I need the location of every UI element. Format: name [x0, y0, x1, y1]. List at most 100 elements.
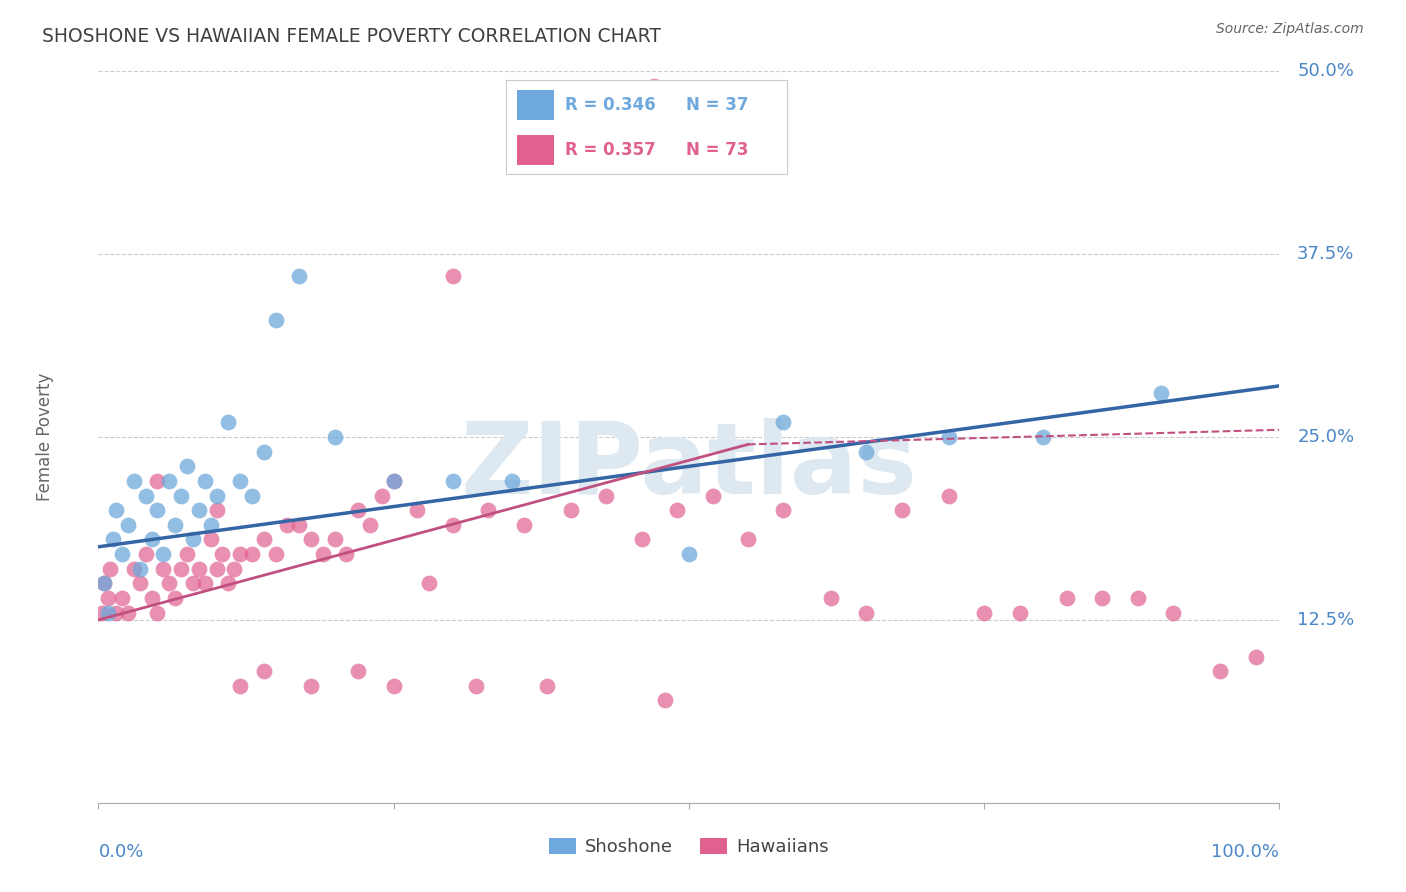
FancyBboxPatch shape — [517, 135, 554, 164]
Point — [299, 533, 322, 547]
Point — [205, 489, 228, 503]
Point — [288, 517, 311, 532]
Point — [630, 533, 652, 547]
Point — [91, 606, 114, 620]
Text: Female Poverty: Female Poverty — [37, 373, 55, 501]
Text: N = 37: N = 37 — [686, 95, 748, 113]
Point — [146, 503, 169, 517]
Point — [217, 576, 239, 591]
Point — [240, 547, 263, 561]
Legend: Shoshone, Hawaiians: Shoshone, Hawaiians — [541, 830, 837, 863]
Point — [938, 430, 960, 444]
Point — [157, 576, 180, 591]
Point — [536, 679, 558, 693]
Text: SHOSHONE VS HAWAIIAN FEMALE POVERTY CORRELATION CHART: SHOSHONE VS HAWAIIAN FEMALE POVERTY CORR… — [42, 27, 661, 45]
Point — [666, 503, 689, 517]
Text: R = 0.357: R = 0.357 — [565, 141, 657, 159]
Point — [512, 517, 534, 532]
Point — [418, 576, 440, 591]
Point — [560, 503, 582, 517]
Point — [737, 533, 759, 547]
Point — [253, 444, 276, 458]
Point — [211, 547, 233, 561]
Point — [253, 533, 276, 547]
Point — [335, 547, 357, 561]
Point — [288, 269, 311, 284]
Point — [93, 576, 115, 591]
Point — [122, 562, 145, 576]
Point — [170, 489, 193, 503]
Point — [312, 547, 335, 561]
Point — [181, 533, 204, 547]
Text: 50.0%: 50.0% — [1298, 62, 1354, 80]
Point — [176, 459, 198, 474]
Point — [1150, 386, 1173, 401]
Point — [117, 606, 139, 620]
Text: N = 73: N = 73 — [686, 141, 748, 159]
Text: 25.0%: 25.0% — [1298, 428, 1354, 446]
Point — [595, 489, 617, 503]
Point — [264, 547, 287, 561]
Point — [229, 547, 252, 561]
Point — [973, 606, 995, 620]
Point — [98, 562, 121, 576]
Point — [371, 489, 394, 503]
Point — [205, 503, 228, 517]
Point — [501, 474, 523, 488]
Point — [772, 503, 794, 517]
Point — [1161, 606, 1184, 620]
Point — [1032, 430, 1054, 444]
Point — [382, 474, 405, 488]
Point — [1056, 591, 1078, 605]
Point — [135, 489, 157, 503]
Point — [855, 444, 877, 458]
Point — [165, 517, 187, 532]
Point — [1209, 664, 1232, 678]
Point — [890, 503, 912, 517]
Point — [347, 503, 370, 517]
Point — [111, 547, 134, 561]
Point — [181, 576, 204, 591]
Point — [105, 503, 128, 517]
Point — [264, 313, 287, 327]
Point — [194, 576, 217, 591]
Point — [253, 664, 276, 678]
Point — [111, 591, 134, 605]
Point — [165, 591, 187, 605]
Point — [200, 517, 222, 532]
Point — [128, 576, 150, 591]
Point — [135, 547, 157, 561]
Point — [654, 693, 676, 707]
Point — [229, 679, 252, 693]
Text: 0.0%: 0.0% — [98, 843, 143, 861]
Point — [938, 489, 960, 503]
Point — [157, 474, 180, 488]
Point — [855, 606, 877, 620]
Point — [382, 474, 405, 488]
Point — [240, 489, 263, 503]
Point — [276, 517, 298, 532]
Text: 100.0%: 100.0% — [1212, 843, 1279, 861]
Point — [141, 591, 163, 605]
Point — [146, 474, 169, 488]
Point — [229, 474, 252, 488]
Point — [152, 547, 174, 561]
Point — [101, 533, 124, 547]
Text: 37.5%: 37.5% — [1298, 245, 1354, 263]
Point — [187, 562, 209, 576]
Point — [200, 533, 222, 547]
Text: ZIPatlas: ZIPatlas — [461, 417, 917, 515]
Point — [141, 533, 163, 547]
Point — [702, 489, 724, 503]
Point — [105, 606, 128, 620]
Point — [170, 562, 193, 576]
Point — [1244, 649, 1267, 664]
Point — [299, 679, 322, 693]
Point — [224, 562, 246, 576]
Point — [678, 547, 700, 561]
FancyBboxPatch shape — [517, 89, 554, 120]
Text: 12.5%: 12.5% — [1298, 611, 1354, 629]
Point — [382, 679, 405, 693]
Point — [176, 547, 198, 561]
Point — [477, 503, 499, 517]
